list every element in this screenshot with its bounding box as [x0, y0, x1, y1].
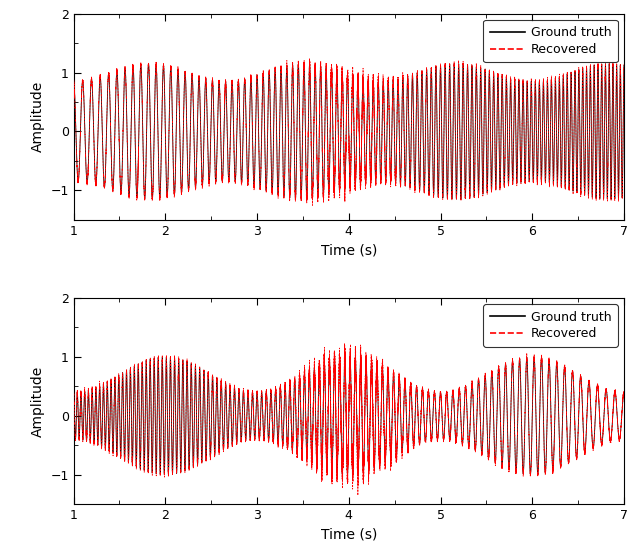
Recovered: [95, 387, 103, 394]
Ground truth: [115, 372, 122, 379]
Line: Ground truth: Ground truth: [74, 64, 624, 199]
Ground truth: [568, 368, 576, 375]
Recovered: [70, 77, 77, 84]
Ground truth: [440, 151, 447, 158]
Ground truth: [620, 389, 628, 396]
Recovered: [129, 72, 136, 78]
Ground truth: [70, 389, 77, 396]
Recovered: [308, 202, 316, 209]
Recovered: [620, 389, 628, 396]
Recovered: [429, 186, 437, 192]
Recovered: [115, 116, 122, 122]
Recovered: [620, 61, 628, 68]
Legend: Ground truth, Recovered: Ground truth, Recovered: [483, 20, 618, 62]
Ground truth: [346, 354, 354, 360]
Ground truth: [429, 404, 437, 410]
Recovered: [115, 372, 122, 379]
Y-axis label: Amplitude: Amplitude: [31, 81, 45, 152]
Ground truth: [605, 60, 613, 67]
Ground truth: [95, 84, 103, 90]
Line: Recovered: Recovered: [74, 344, 624, 495]
Ground truth: [452, 196, 460, 202]
Recovered: [306, 56, 314, 62]
Line: Ground truth: Ground truth: [74, 357, 624, 475]
Line: Recovered: Recovered: [74, 59, 624, 205]
Y-axis label: Amplitude: Amplitude: [31, 366, 45, 437]
Recovered: [354, 492, 362, 499]
Ground truth: [129, 71, 136, 77]
Recovered: [440, 435, 447, 441]
Recovered: [429, 403, 437, 410]
Ground truth: [429, 183, 437, 190]
Ground truth: [95, 387, 103, 393]
Recovered: [568, 372, 576, 379]
Ground truth: [568, 148, 576, 155]
Ground truth: [161, 471, 168, 478]
X-axis label: Time (s): Time (s): [321, 528, 377, 542]
Ground truth: [115, 115, 122, 122]
Ground truth: [129, 461, 136, 468]
Recovered: [440, 146, 447, 152]
Recovered: [129, 463, 136, 470]
Recovered: [340, 341, 348, 347]
Ground truth: [620, 62, 628, 69]
Recovered: [70, 389, 77, 395]
Ground truth: [70, 78, 77, 84]
Legend: Ground truth, Recovered: Ground truth, Recovered: [483, 304, 618, 347]
Recovered: [95, 83, 103, 89]
Recovered: [568, 151, 576, 158]
X-axis label: Time (s): Time (s): [321, 243, 377, 257]
Ground truth: [440, 436, 447, 443]
